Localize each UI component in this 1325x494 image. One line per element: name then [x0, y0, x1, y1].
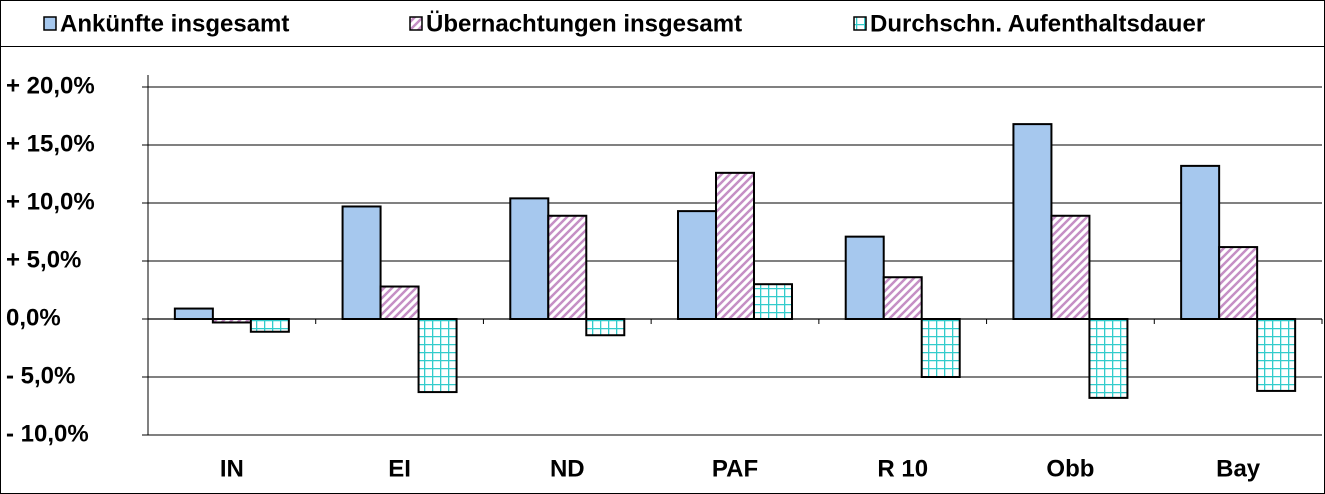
bar — [173, 307, 214, 320]
bar — [585, 318, 626, 337]
bar — [417, 318, 458, 394]
x-tick-label: Bay — [1216, 455, 1261, 482]
bar — [379, 285, 420, 320]
bar — [677, 210, 717, 320]
y-tick-label: + 15,0% — [6, 130, 95, 157]
bar — [509, 197, 550, 320]
y-tick-label: + 20,0% — [6, 72, 95, 99]
bar — [1012, 123, 1053, 321]
legend-swatch — [43, 16, 57, 31]
bar — [844, 235, 885, 320]
bar — [1256, 318, 1297, 392]
bar — [715, 171, 755, 320]
bar — [1050, 214, 1091, 320]
y-tick-label: - 10,0% — [6, 420, 89, 447]
y-tick-label: 0,0% — [6, 304, 61, 331]
bar — [341, 205, 382, 320]
y-tick-label: + 10,0% — [6, 188, 95, 215]
bar — [249, 318, 290, 333]
x-tick-label: PAF — [712, 455, 758, 482]
x-tick-label: R 10 — [877, 455, 928, 482]
x-tick-label: Obb — [1046, 455, 1094, 482]
y-tick-label: + 5,0% — [6, 246, 81, 273]
legend-label: Übernachtungen insgesamt — [426, 10, 742, 37]
x-tick-label: EI — [388, 455, 411, 482]
bar — [1088, 318, 1129, 399]
bar — [547, 214, 588, 320]
legend-label: Durchschn. Aufenthaltsdauer — [870, 10, 1205, 37]
y-tick-label: - 5,0% — [6, 362, 75, 389]
bar — [1180, 164, 1221, 320]
legend-label: Ankünfte insgesamt — [60, 10, 289, 37]
legend-swatch — [409, 16, 423, 31]
bar — [753, 283, 793, 321]
bar — [920, 318, 961, 378]
x-tick-label: IN — [220, 455, 244, 482]
x-tick-label: ND — [550, 455, 585, 482]
bar — [1218, 246, 1259, 320]
legend-swatch — [853, 16, 867, 31]
bar — [882, 276, 923, 320]
